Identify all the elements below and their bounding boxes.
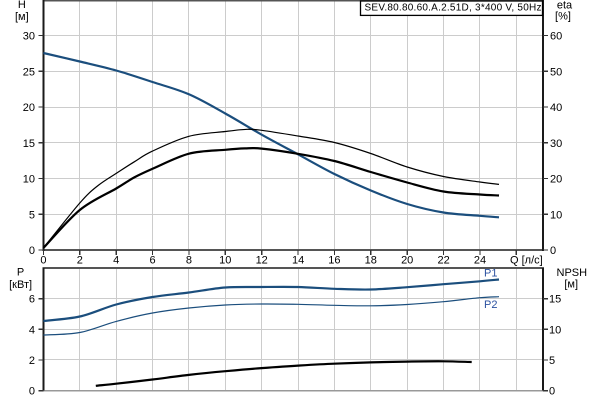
svg-text:eta: eta	[557, 0, 573, 12]
svg-text:H: H	[18, 0, 26, 11]
svg-text:10: 10	[23, 174, 35, 186]
svg-text:15: 15	[23, 138, 35, 150]
svg-text:0: 0	[549, 386, 555, 398]
svg-text:5: 5	[549, 355, 555, 367]
svg-text:8: 8	[186, 254, 192, 266]
svg-text:40: 40	[550, 102, 562, 114]
svg-text:0: 0	[40, 254, 46, 266]
svg-text:10: 10	[550, 209, 562, 221]
svg-text:2: 2	[77, 254, 83, 266]
svg-text:Q [л/с]: Q [л/с]	[510, 254, 543, 266]
svg-text:20: 20	[401, 254, 413, 266]
svg-text:4: 4	[29, 324, 35, 336]
svg-text:10: 10	[219, 254, 231, 266]
svg-text:18: 18	[365, 254, 377, 266]
svg-text:NPSH: NPSH	[557, 267, 588, 279]
svg-text:4: 4	[113, 254, 119, 266]
svg-text:P2: P2	[484, 299, 497, 311]
svg-text:30: 30	[550, 138, 562, 150]
svg-text:[м]: [м]	[564, 278, 578, 290]
svg-text:0: 0	[29, 245, 35, 257]
svg-text:50: 50	[550, 66, 562, 78]
svg-text:25: 25	[23, 66, 35, 78]
svg-text:P: P	[17, 267, 24, 279]
svg-text:P1: P1	[484, 268, 497, 280]
svg-text:30: 30	[23, 31, 35, 43]
svg-text:6: 6	[149, 254, 155, 266]
svg-text:[кВт]: [кВт]	[9, 279, 32, 291]
svg-text:15: 15	[549, 294, 561, 306]
svg-text:SEV.80.80.60.A.2.51D, 3*400 V,: SEV.80.80.60.A.2.51D, 3*400 V, 50Hz	[365, 3, 542, 14]
svg-text:5: 5	[29, 209, 35, 221]
svg-text:[%]: [%]	[555, 11, 571, 23]
svg-text:0: 0	[550, 245, 556, 257]
svg-text:20: 20	[550, 174, 562, 186]
svg-text:6: 6	[29, 294, 35, 306]
svg-text:12: 12	[256, 254, 268, 266]
svg-text:14: 14	[292, 254, 304, 266]
svg-text:60: 60	[550, 31, 562, 43]
svg-text:[м]: [м]	[15, 11, 29, 23]
svg-text:22: 22	[437, 254, 449, 266]
svg-text:24: 24	[474, 254, 486, 266]
svg-text:10: 10	[549, 324, 561, 336]
svg-text:20: 20	[23, 102, 35, 114]
svg-text:0: 0	[29, 386, 35, 398]
svg-text:16: 16	[328, 254, 340, 266]
svg-text:2: 2	[29, 355, 35, 367]
